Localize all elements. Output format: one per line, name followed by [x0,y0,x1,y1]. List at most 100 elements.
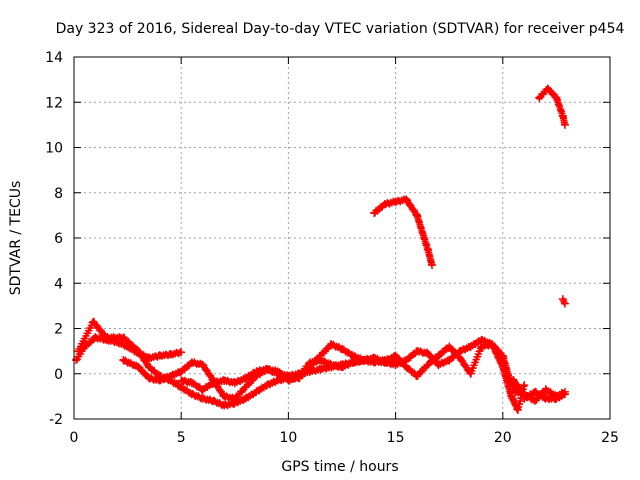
data-point [72,356,81,365]
series-sat-g [520,387,569,404]
data-point [145,362,154,371]
data-point [187,358,196,367]
series-sat-b [74,317,293,410]
data-point [413,347,422,356]
axes: 0 5 10 15 20 25 -2 0 2 4 6 8 10 12 14 [45,50,619,446]
y-tick-label: 8 [54,186,63,202]
data-point [466,342,475,351]
data-point [535,93,544,102]
data-point [428,261,437,270]
data-point [284,376,293,385]
data-point [155,351,164,360]
y-tick-label: 6 [54,231,63,247]
data-point [338,362,346,371]
data-point [209,378,218,387]
data-point [348,351,357,360]
data-point [241,383,250,392]
data-point [423,360,432,369]
data-point [262,381,271,390]
data-point [198,394,207,403]
chart-title: Day 323 of 2016, Sidereal Day-to-day VTE… [56,21,625,37]
data-point [166,350,175,359]
data-point [520,394,529,403]
data-points [72,84,569,414]
y-tick-label: 12 [45,95,63,111]
data-point [359,356,368,365]
data-point [187,378,196,387]
data-point [541,385,550,394]
data-point [241,374,250,383]
series-trace [74,318,291,410]
data-point [241,394,250,403]
series-sat-i [535,84,569,129]
series-sat-e [284,340,529,414]
data-point [509,376,518,385]
data-point [370,356,379,365]
data-point [402,362,411,371]
data-point [488,340,497,349]
data-point [445,342,454,351]
data-point [262,365,271,374]
y-tick-label: -2 [49,412,63,428]
data-point [455,353,464,362]
data-point [445,356,454,365]
data-point [423,349,432,358]
data-point [134,362,143,371]
data-point [391,351,400,360]
data-point [380,358,389,367]
data-point [198,385,207,394]
data-point [102,333,111,342]
x-tick-label: 25 [601,430,619,446]
data-point [370,209,379,218]
data-point [466,369,475,378]
x-tick-label: 10 [279,430,297,446]
data-point [119,356,128,365]
y-tick-label: 14 [45,50,63,66]
data-point [327,360,336,369]
data-point [220,401,229,410]
data-point [338,344,346,353]
data-point [507,392,516,401]
data-point [273,369,282,378]
data-point [498,362,507,371]
data-point [423,245,432,254]
data-point [316,365,325,374]
data-point [230,378,239,387]
data-point [177,348,186,357]
data-point [187,390,196,399]
data-point [230,394,239,403]
data-point [119,333,128,342]
data-point [391,197,400,206]
data-point [316,356,325,365]
data-point [74,347,83,356]
data-point [560,390,569,399]
data-point [134,347,143,356]
grid-lines [74,57,610,419]
data-point [166,372,175,381]
data-point [530,387,539,396]
y-axis-label: SDTVAR / TECUs [8,181,24,296]
data-point [220,376,229,385]
x-tick-label: 0 [70,430,79,446]
data-point [348,358,357,367]
data-point [530,396,539,405]
data-point [198,360,207,369]
data-point [413,372,422,381]
x-axis-label: GPS time / hours [281,459,398,475]
data-point [177,376,186,385]
data-point [560,120,569,129]
data-point [558,111,567,120]
data-point [391,360,400,369]
data-point [380,200,389,209]
data-point [155,376,164,385]
series-sat-d [177,335,529,399]
data-point [305,358,314,367]
data-point [560,299,569,308]
data-point [434,351,443,360]
data-point [558,295,567,304]
data-point [520,381,529,390]
y-tick-label: 4 [54,276,63,292]
x-tick-label: 15 [387,430,405,446]
data-point [552,394,561,403]
data-point [177,367,186,376]
